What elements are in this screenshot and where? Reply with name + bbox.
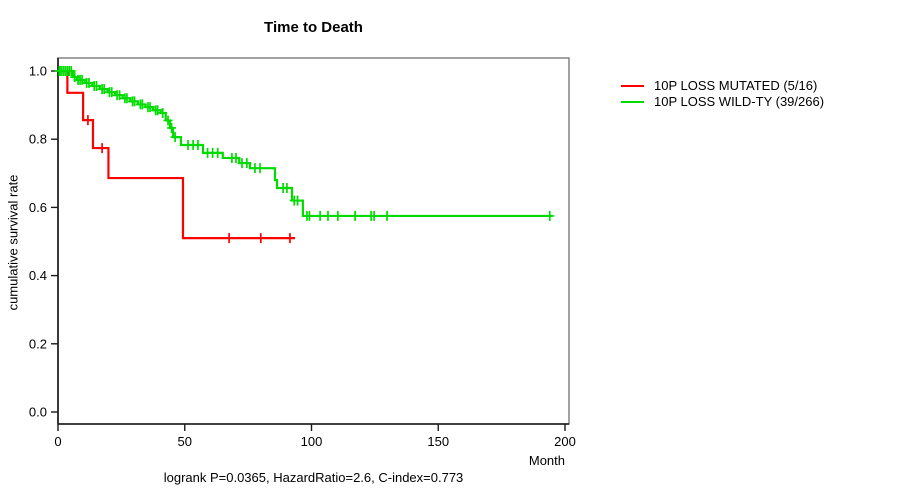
- x-tick-label: 100: [301, 434, 323, 449]
- y-axis-label: cumulative survival rate: [5, 174, 21, 311]
- y-tick-label: 0.8: [29, 132, 47, 147]
- y-tick-label: 0.6: [29, 200, 47, 215]
- legend-item-wildtype: 10P LOSS WILD-TY (39/266): [621, 94, 825, 109]
- x-tick-label: 200: [554, 434, 576, 449]
- censor-ticks-1: [54, 66, 555, 221]
- plot-box: [57, 57, 570, 425]
- survival-curve-0: [58, 69, 296, 240]
- mutated-line-swatch: [621, 84, 644, 87]
- censor-ticks-0: [83, 115, 295, 244]
- legend-item-mutated: 10P LOSS MUTATED (5/16): [621, 78, 824, 93]
- legend-label-wildtype: 10P LOSS WILD-TY (39/266): [654, 94, 825, 109]
- y-tick-label: 0.2: [29, 336, 47, 351]
- wildtype-line-swatch: [621, 100, 644, 103]
- x-tick-label: 150: [427, 434, 449, 449]
- y-tick-label: 1.0: [29, 64, 47, 79]
- statistics-footer: logrank P=0.0365, HazardRatio=2.6, C-ind…: [163, 470, 464, 485]
- legend-label-mutated: 10P LOSS MUTATED (5/16): [654, 78, 818, 93]
- x-tick-label: 0: [54, 434, 61, 449]
- y-tick-label: 0.0: [29, 405, 47, 420]
- y-tick-label: 0.4: [29, 268, 47, 283]
- x-axis-label: Month: [528, 453, 565, 468]
- x-tick-label: 50: [178, 434, 192, 449]
- legend: 10P LOSS MUTATED (5/16) 10P LOSS WILD-TY…: [621, 78, 825, 109]
- survival-curve-1: [58, 69, 553, 218]
- plot-title: Time to Death: [264, 19, 363, 36]
